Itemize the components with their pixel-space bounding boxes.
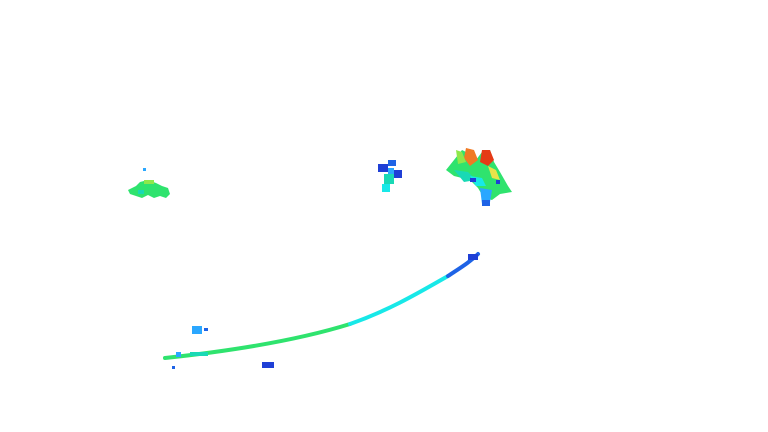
left-green-cluster [128,168,170,198]
right-multicolor-cluster [446,148,512,206]
middle-blue-cluster [378,160,402,192]
curved-sweep-arc [163,252,480,360]
outlier-points [172,326,274,369]
